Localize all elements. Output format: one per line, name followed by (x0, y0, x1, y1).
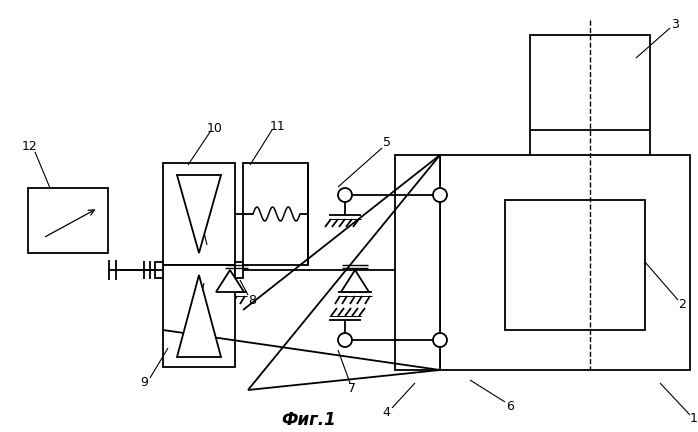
Bar (440, 155, 690, 370)
Text: 3: 3 (671, 18, 679, 31)
Bar (530, 35, 650, 130)
Bar (243, 163, 308, 265)
Text: 1: 1 (690, 412, 698, 425)
Text: 6: 6 (506, 400, 514, 413)
Bar (163, 163, 235, 265)
Circle shape (338, 188, 352, 202)
Circle shape (433, 188, 447, 202)
Circle shape (338, 333, 352, 347)
Text: 11: 11 (270, 120, 286, 133)
Bar (235, 262, 243, 278)
Bar (505, 200, 645, 330)
Polygon shape (177, 275, 221, 357)
Text: 12: 12 (22, 140, 38, 153)
Text: Фиг.1: Фиг.1 (281, 411, 336, 429)
Text: 8: 8 (248, 293, 256, 306)
Bar (163, 265, 235, 367)
Polygon shape (216, 270, 244, 292)
Polygon shape (341, 270, 369, 292)
Text: 10: 10 (207, 121, 223, 134)
Text: 7: 7 (348, 381, 356, 394)
Text: 2: 2 (678, 298, 686, 311)
Text: 5: 5 (383, 137, 391, 149)
Text: 9: 9 (140, 375, 148, 388)
Bar (395, 155, 440, 370)
Text: 4: 4 (382, 407, 390, 419)
Bar (28, 188, 108, 253)
Circle shape (433, 333, 447, 347)
Polygon shape (177, 175, 221, 253)
Bar (155, 262, 163, 278)
